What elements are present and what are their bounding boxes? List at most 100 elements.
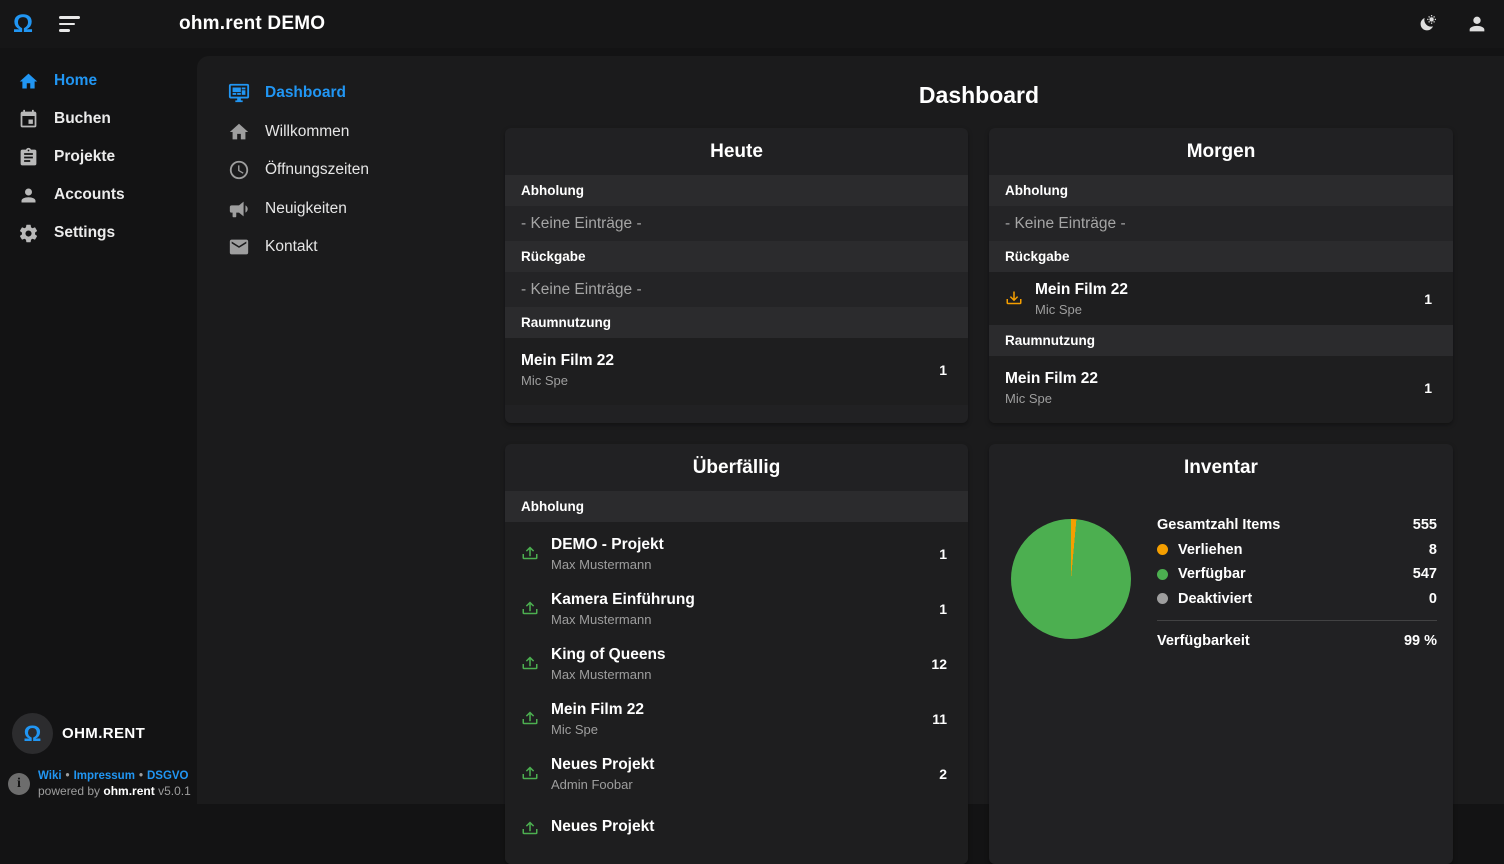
monitor-dashboard-icon — [228, 82, 250, 104]
gear-icon — [18, 223, 39, 244]
sidebar-item-label: Projekte — [54, 148, 115, 166]
item-count: 12 — [931, 656, 947, 672]
impressum-link[interactable]: Impressum — [74, 770, 135, 782]
section-header-rueckgabe: Rückgabe — [989, 241, 1453, 272]
tray-arrow-up-icon — [521, 710, 539, 728]
card-title: Überfällig — [505, 444, 968, 491]
tray-arrow-up-icon — [521, 655, 539, 673]
legend-row-total: Gesamtzahl Items 555 — [1157, 513, 1437, 538]
sidebar-item-projekte[interactable]: Projekte — [0, 138, 197, 176]
tray-arrow-up-icon — [521, 765, 539, 783]
subnav-item-label: Öffnungszeiten — [265, 161, 369, 179]
sidebar-footer: Ω OHM.RENT i Wiki•Impressum•DSGVO powere… — [0, 713, 197, 798]
clipboard-icon — [18, 147, 39, 168]
tray-arrow-up-icon — [521, 600, 539, 618]
legend-row-verfuegbar: Verfügbar 547 — [1157, 562, 1437, 587]
list-item[interactable]: Mein Film 22 Mic Spe 11 — [505, 691, 968, 746]
list-item[interactable]: King of Queens Max Mustermann 12 — [505, 636, 968, 691]
subnav-item-kontakt[interactable]: Kontakt — [197, 228, 505, 267]
brand-omega-icon: Ω — [12, 713, 53, 754]
card-inventar: Inventar Gesamtzahl Items 555 Verliehen … — [989, 444, 1453, 864]
wiki-link[interactable]: Wiki — [38, 770, 62, 782]
tray-arrow-up-icon — [521, 820, 539, 838]
list-item[interactable]: Mein Film 22 Mic Spe 1 — [989, 360, 1453, 415]
home-icon — [228, 121, 250, 143]
sidebar-item-settings[interactable]: Settings — [0, 214, 197, 252]
item-count: 1 — [939, 601, 947, 617]
sidebar-item-buchen[interactable]: Buchen — [0, 100, 197, 138]
list-item[interactable]: Mein Film 22 Mic Spe 1 — [989, 272, 1453, 325]
list-item[interactable]: Mein Film 22 Mic Spe 1 — [505, 342, 968, 397]
list-item[interactable]: DEMO - Projekt Max Mustermann 1 — [505, 526, 968, 581]
primary-sidebar: Home Buchen Projekte Accounts Settings Ω… — [0, 48, 197, 804]
card-title: Heute — [505, 128, 968, 175]
card-heute: Heute Abholung - Keine Einträge - Rückga… — [505, 128, 968, 423]
subnav-item-dashboard[interactable]: Dashboard — [197, 74, 505, 113]
tray-arrow-up-icon — [521, 545, 539, 563]
dsgvo-link[interactable]: DSGVO — [147, 770, 189, 782]
item-count: 11 — [932, 711, 947, 727]
main-panel: Dashboard Willkommen Öffnungszeiten Neui… — [197, 56, 1504, 804]
section-header-rueckgabe: Rückgabe — [505, 241, 968, 272]
menu-toggle-button[interactable] — [55, 12, 84, 36]
sidebar-item-label: Accounts — [54, 186, 125, 204]
app-logo-omega-icon[interactable]: Ω — [13, 12, 33, 37]
empty-row: - Keine Einträge - — [505, 272, 968, 307]
calendar-icon — [18, 109, 39, 130]
card-title: Morgen — [989, 128, 1453, 175]
list-item[interactable]: Neues Projekt Admin Foobar 2 — [505, 746, 968, 801]
empty-row: - Keine Einträge - — [989, 206, 1453, 241]
footer-brand[interactable]: Ω OHM.RENT — [0, 713, 197, 754]
list-item[interactable]: Neues Projekt — [505, 801, 968, 856]
item-count: 1 — [939, 546, 947, 562]
card-title: Inventar — [989, 444, 1453, 491]
clock-icon — [228, 159, 250, 181]
section-header-abholung: Abholung — [505, 175, 968, 206]
legend-divider — [1157, 620, 1437, 621]
sidebar-item-label: Settings — [54, 224, 115, 242]
tray-arrow-down-icon — [1005, 290, 1023, 308]
section-header-abholung: Abholung — [505, 491, 968, 522]
page-title: Dashboard — [505, 82, 1453, 109]
person-icon — [18, 185, 39, 206]
legend-row-deaktiviert: Deaktiviert 0 — [1157, 587, 1437, 612]
brand-name: OHM.RENT — [62, 725, 145, 742]
card-morgen: Morgen Abholung - Keine Einträge - Rückg… — [989, 128, 1453, 423]
subnav-item-label: Kontakt — [265, 238, 318, 256]
account-icon[interactable] — [1466, 13, 1488, 35]
sidebar-item-home[interactable]: Home — [0, 62, 197, 100]
envelope-icon — [228, 236, 250, 258]
legend-row-availability: Verfügbarkeit 99 % — [1157, 629, 1437, 654]
list-item[interactable]: Kamera Einführung Max Mustermann 1 — [505, 581, 968, 636]
legend-dot-deaktiviert — [1157, 593, 1168, 604]
powered-by: powered by ohm.rent v5.0.1 — [38, 784, 191, 798]
item-count: 1 — [1424, 291, 1432, 307]
subnav-item-label: Dashboard — [265, 84, 346, 102]
sidebar-item-label: Home — [54, 72, 97, 90]
subnav-item-label: Neuigkeiten — [265, 200, 347, 218]
item-count: 1 — [939, 362, 947, 378]
app-title: ohm.rent DEMO — [179, 13, 325, 35]
theme-toggle-icon[interactable] — [1416, 13, 1438, 35]
card-ueberfaellig: Überfällig Abholung DEMO - Projekt Max M… — [505, 444, 968, 864]
section-header-abholung: Abholung — [989, 175, 1453, 206]
legend-dot-verliehen — [1157, 544, 1168, 555]
info-icon: i — [8, 773, 30, 795]
item-count: 2 — [939, 766, 947, 782]
sidebar-item-accounts[interactable]: Accounts — [0, 176, 197, 214]
dashboard-content: Dashboard Heute Abholung - Keine Einträg… — [505, 56, 1453, 864]
secondary-nav: Dashboard Willkommen Öffnungszeiten Neui… — [197, 56, 505, 267]
inventory-pie-chart — [1011, 519, 1131, 639]
home-icon — [18, 71, 39, 92]
legend-row-verliehen: Verliehen 8 — [1157, 538, 1437, 563]
sidebar-item-label: Buchen — [54, 110, 111, 128]
subnav-item-willkommen[interactable]: Willkommen — [197, 113, 505, 152]
footer-links: Wiki•Impressum•DSGVO — [38, 770, 191, 782]
item-count: 1 — [1424, 380, 1432, 396]
section-header-raumnutzung: Raumnutzung — [505, 307, 968, 338]
empty-row: - Keine Einträge - — [505, 206, 968, 241]
subnav-item-oeffnungszeiten[interactable]: Öffnungszeiten — [197, 151, 505, 190]
subnav-item-neuigkeiten[interactable]: Neuigkeiten — [197, 190, 505, 229]
top-app-bar: Ω ohm.rent DEMO — [0, 0, 1504, 48]
subnav-item-label: Willkommen — [265, 123, 349, 141]
